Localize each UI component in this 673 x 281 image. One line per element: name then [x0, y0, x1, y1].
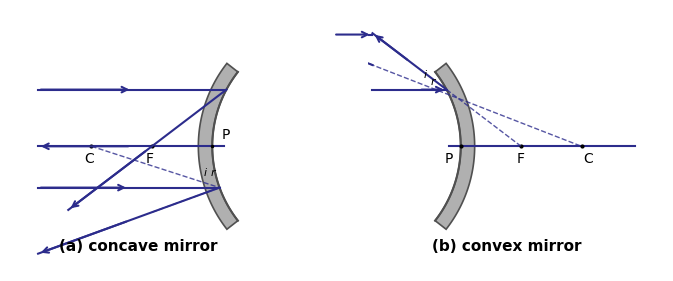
Text: C: C	[84, 151, 94, 166]
Text: (b) convex mirror: (b) convex mirror	[433, 239, 582, 254]
Text: F: F	[145, 151, 153, 166]
Polygon shape	[199, 64, 238, 229]
Text: C: C	[583, 151, 594, 166]
Text: P: P	[445, 151, 454, 166]
Text: (a) concave mirror: (a) concave mirror	[59, 239, 217, 254]
Text: r: r	[430, 77, 435, 87]
Text: r: r	[210, 168, 215, 178]
Text: F: F	[517, 151, 525, 166]
Text: i: i	[203, 168, 207, 178]
Polygon shape	[435, 64, 474, 229]
Text: i: i	[423, 70, 427, 80]
Text: P: P	[221, 128, 230, 142]
